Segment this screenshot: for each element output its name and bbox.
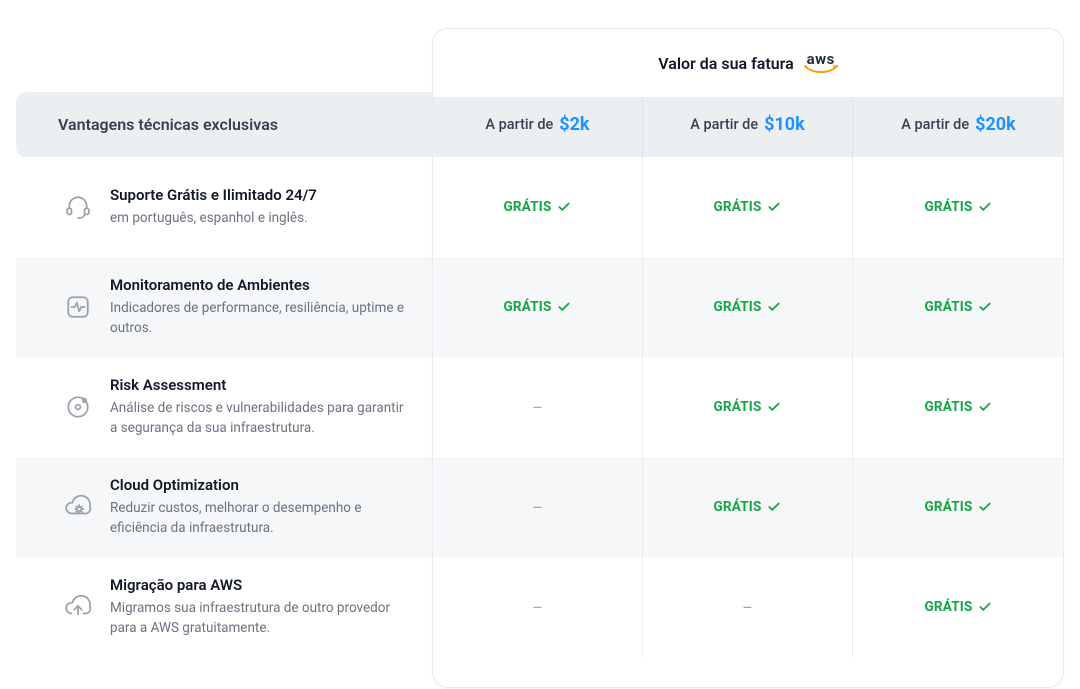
plan-cell: GRÁTIS <box>432 157 642 257</box>
plan-cell: GRÁTIS <box>642 257 852 357</box>
plan-cell: – <box>432 557 642 657</box>
plan-cell: GRÁTIS <box>852 557 1064 657</box>
cloud-opt-icon <box>64 493 92 521</box>
column-header-plan-3: A partir de $20k <box>852 92 1064 157</box>
table-header-row: Vantagens técnicas exclusivas A partir d… <box>16 92 1064 157</box>
check-icon <box>557 200 571 214</box>
not-included: – <box>532 598 543 617</box>
included-badge: GRÁTIS <box>504 199 572 215</box>
included-badge: GRÁTIS <box>714 299 782 315</box>
check-icon <box>978 200 992 214</box>
aws-smile-icon <box>804 65 838 75</box>
check-icon <box>767 500 781 514</box>
included-badge: GRÁTIS <box>714 399 782 415</box>
plan-price-3: $20k <box>975 114 1016 135</box>
feature-desc: Indicadores de performance, resiliência,… <box>110 298 410 339</box>
feature-title: Risk Assessment <box>110 376 410 394</box>
plan-cell: GRÁTIS <box>642 357 852 457</box>
risk-icon <box>64 393 92 421</box>
check-icon <box>767 400 781 414</box>
table-row: Suporte Grátis e Ilimitado 24/7 em portu… <box>16 157 1064 257</box>
pricing-header: Valor da sua fatura aws <box>433 29 1063 97</box>
included-badge: GRÁTIS <box>925 599 993 615</box>
included-badge: GRÁTIS <box>714 499 782 515</box>
check-icon <box>978 400 992 414</box>
included-badge: GRÁTIS <box>925 299 993 315</box>
included-badge: GRÁTIS <box>925 199 993 215</box>
cloud-up-icon <box>64 593 92 621</box>
plan-price-2: $10k <box>764 114 805 135</box>
feature-desc: em português, espanhol e inglês. <box>110 208 317 228</box>
feature-cell: Risk Assessment Análise de riscos e vuln… <box>16 357 432 457</box>
not-included: – <box>532 498 543 517</box>
included-badge: GRÁTIS <box>925 499 993 515</box>
not-included: – <box>742 598 753 617</box>
aws-logo-text: aws <box>807 52 835 67</box>
check-icon <box>978 500 992 514</box>
plan-cell: GRÁTIS <box>432 257 642 357</box>
column-header-plan-1: A partir de $2k <box>432 92 642 157</box>
table-row: Risk Assessment Análise de riscos e vuln… <box>16 357 1064 457</box>
feature-cell: Monitoramento de Ambientes Indicadores d… <box>16 257 432 357</box>
feature-cell: Cloud Optimization Reduzir custos, melho… <box>16 457 432 557</box>
column-header-features: Vantagens técnicas exclusivas <box>16 92 432 157</box>
included-badge: GRÁTIS <box>925 399 993 415</box>
plan-cell: GRÁTIS <box>642 157 852 257</box>
feature-title: Suporte Grátis e Ilimitado 24/7 <box>110 186 317 204</box>
plan-cell: GRÁTIS <box>852 457 1064 557</box>
check-icon <box>978 300 992 314</box>
activity-icon <box>64 293 92 321</box>
plan-cell: GRÁTIS <box>852 257 1064 357</box>
aws-logo: aws <box>804 52 838 75</box>
feature-title: Cloud Optimization <box>110 476 410 494</box>
plan-cell: – <box>642 557 852 657</box>
feature-title: Migração para AWS <box>110 576 410 594</box>
headset-icon <box>64 193 92 221</box>
check-icon <box>767 200 781 214</box>
plan-cell: GRÁTIS <box>852 357 1064 457</box>
feature-cell: Suporte Grátis e Ilimitado 24/7 em portu… <box>16 157 432 257</box>
plan-cell: GRÁTIS <box>642 457 852 557</box>
table-row: Cloud Optimization Reduzir custos, melho… <box>16 457 1064 557</box>
plan-cell: – <box>432 457 642 557</box>
included-badge: GRÁTIS <box>714 199 782 215</box>
check-icon <box>557 300 571 314</box>
plan-price-1: $2k <box>559 114 589 135</box>
feature-cell: Migração para AWS Migramos sua infraestr… <box>16 557 432 657</box>
feature-desc: Reduzir custos, melhorar o desempenho e … <box>110 498 410 539</box>
not-included: – <box>532 398 543 417</box>
column-header-plan-2: A partir de $10k <box>642 92 852 157</box>
feature-desc: Migramos sua infraestrutura de outro pro… <box>110 598 410 639</box>
plan-cell: GRÁTIS <box>852 157 1064 257</box>
feature-title: Monitoramento de Ambientes <box>110 276 410 294</box>
plan-cell: – <box>432 357 642 457</box>
check-icon <box>978 600 992 614</box>
included-badge: GRÁTIS <box>504 299 572 315</box>
table-row: Migração para AWS Migramos sua infraestr… <box>16 557 1064 657</box>
comparison-table: Vantagens técnicas exclusivas A partir d… <box>16 92 1064 657</box>
table-row: Monitoramento de Ambientes Indicadores d… <box>16 257 1064 357</box>
feature-desc: Análise de riscos e vulnerabilidades par… <box>110 398 410 439</box>
pricing-header-title: Valor da sua fatura <box>658 54 794 73</box>
check-icon <box>767 300 781 314</box>
